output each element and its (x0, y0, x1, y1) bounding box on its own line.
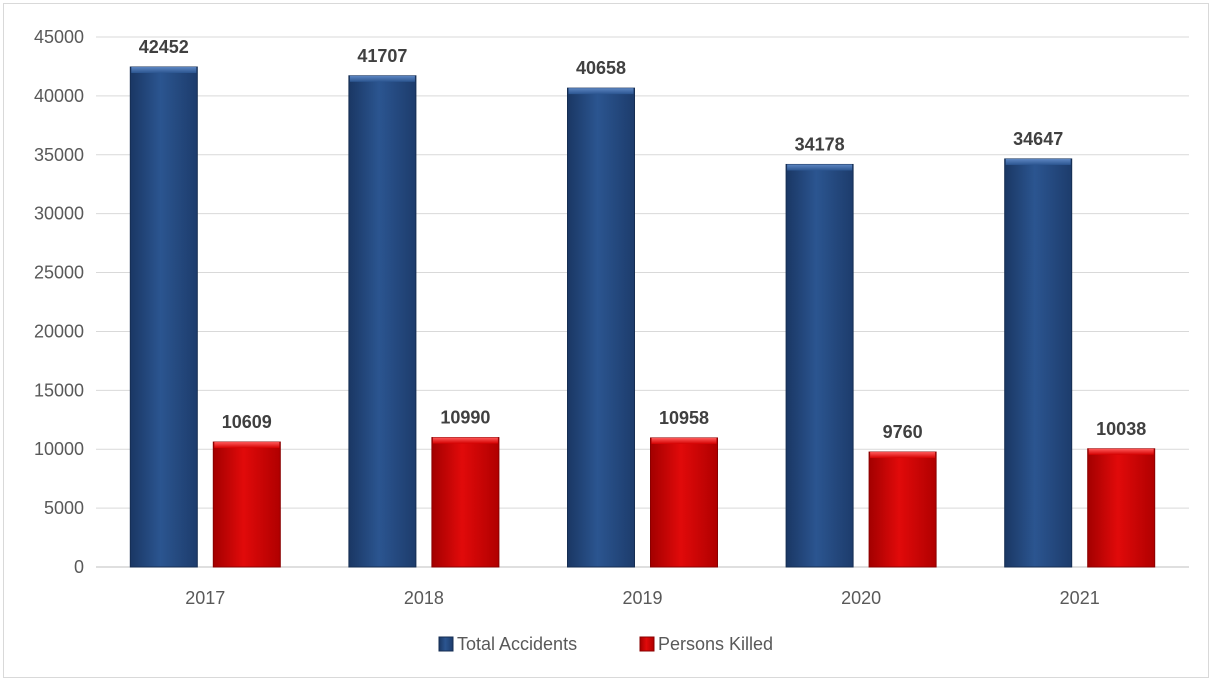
bar (212, 441, 281, 568)
y-tick-label: 25000 (34, 263, 84, 283)
bar-top-bevel (1005, 158, 1071, 165)
bar-top-bevel (568, 88, 634, 95)
bar (1087, 448, 1156, 568)
bar-top-bevel (349, 75, 415, 82)
data-label: 9760 (883, 422, 923, 442)
bar-top-bevel (787, 164, 853, 171)
x-tick-label: 2018 (404, 588, 444, 608)
x-tick-label: 2021 (1060, 588, 1100, 608)
y-tick-label: 40000 (34, 86, 84, 106)
legend-swatch (639, 636, 655, 652)
bars (129, 66, 1156, 568)
data-label: 34178 (795, 134, 845, 154)
bar-top-bevel (1088, 448, 1154, 455)
data-label: 10609 (222, 412, 272, 432)
x-axis-ticks: 2017 2018 2019 2020 2021 (185, 588, 1099, 608)
bar (567, 87, 635, 568)
bar-top-bevel (131, 67, 197, 74)
legend-label: Persons Killed (658, 634, 773, 654)
bar-top-bevel (432, 437, 498, 444)
bar (868, 451, 937, 568)
data-label: 42452 (139, 37, 189, 57)
data-label: 10958 (659, 408, 709, 428)
bar (348, 75, 417, 568)
bar (785, 163, 854, 568)
data-label: 40658 (576, 58, 626, 78)
bar (1004, 158, 1073, 568)
bar (129, 66, 198, 568)
data-label: 41707 (357, 46, 407, 66)
bar-top-bevel (870, 452, 936, 459)
legend-label: Total Accidents (457, 634, 577, 654)
bar-top-bevel (651, 437, 717, 444)
x-tick-label: 2020 (841, 588, 881, 608)
x-tick-label: 2017 (185, 588, 225, 608)
y-tick-label: 0 (74, 557, 84, 577)
x-tick-label: 2019 (622, 588, 662, 608)
y-tick-label: 10000 (34, 439, 84, 459)
bar (650, 437, 718, 568)
legend: Total Accidents Persons Killed (438, 634, 773, 654)
y-axis-ticks: 0 5000 10000 15000 20000 25000 30000 35000 40000… (34, 27, 84, 577)
y-tick-label: 5000 (44, 498, 84, 518)
bar (431, 437, 500, 568)
y-tick-label: 35000 (34, 145, 84, 165)
y-tick-label: 30000 (34, 204, 84, 224)
y-tick-label: 45000 (34, 27, 84, 47)
legend-swatch (438, 636, 454, 652)
y-tick-label: 15000 (34, 380, 84, 400)
data-label: 10990 (440, 408, 490, 428)
data-label: 34647 (1013, 129, 1063, 149)
y-tick-label: 20000 (34, 321, 84, 341)
data-label: 10038 (1096, 419, 1146, 439)
bar-top-bevel (214, 442, 280, 449)
data-labels: 42452 10609 41707 10990 40658 10958 34178 9760 3… (139, 37, 1146, 442)
